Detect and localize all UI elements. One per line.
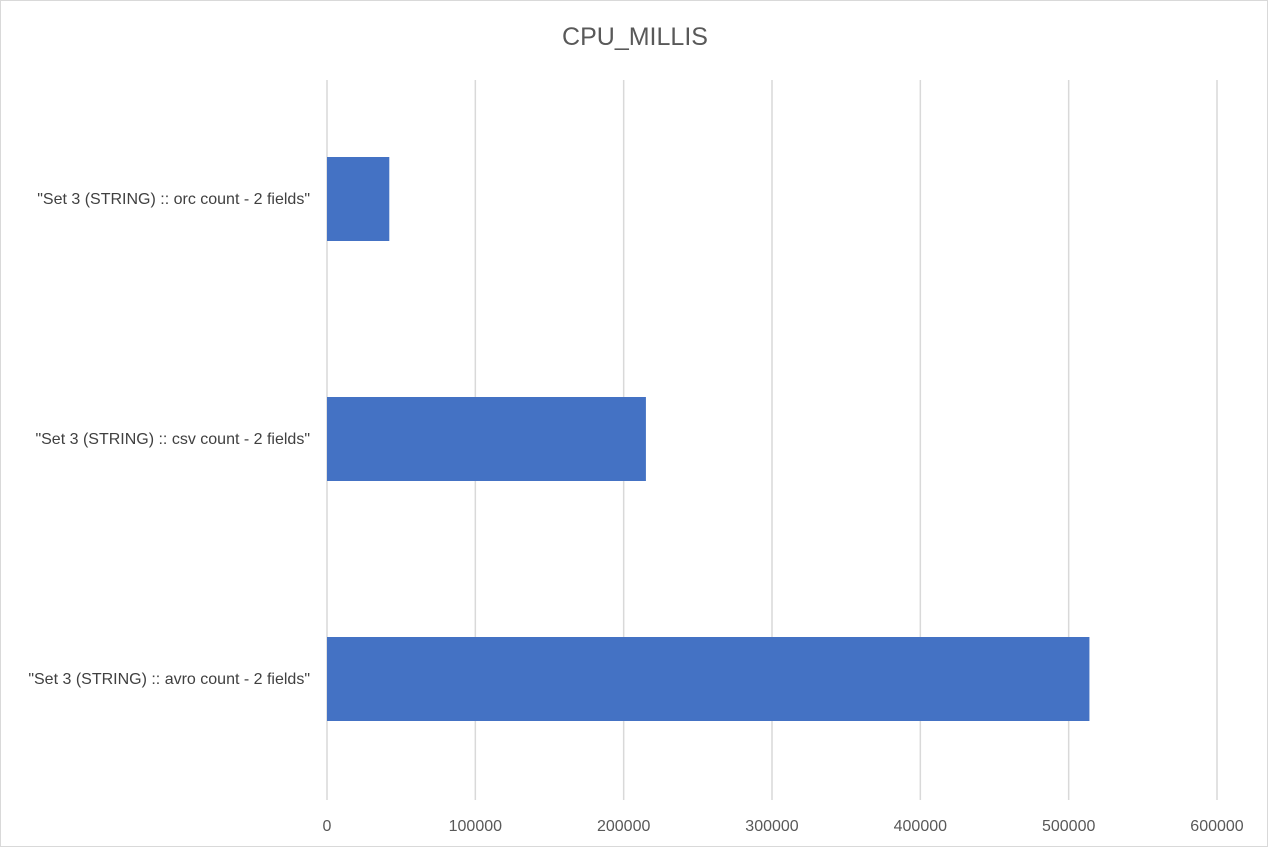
bar [327, 157, 390, 241]
x-tick-label: 300000 [745, 818, 798, 835]
category-label: "Set 3 (STRING) :: avro count - 2 fields… [28, 671, 310, 688]
x-tick-label: 100000 [449, 818, 502, 835]
x-tick-label: 500000 [1042, 818, 1095, 835]
bar [327, 637, 1090, 721]
x-tick-label: 600000 [1190, 818, 1243, 835]
category-label: "Set 3 (STRING) :: orc count - 2 fields" [37, 191, 310, 208]
bars [327, 157, 1090, 721]
x-tick-label: 0 [323, 818, 332, 835]
chart-title: CPU_MILLIS [562, 23, 708, 51]
x-axis-tick-labels: 0 100000 200000 300000 400000 500000 600000 [323, 818, 1244, 835]
bar [327, 397, 646, 481]
x-tick-label: 200000 [597, 818, 650, 835]
x-tick-label: 400000 [894, 818, 947, 835]
category-labels: "Set 3 (STRING) :: orc count - 2 fields"… [28, 191, 310, 688]
category-label: "Set 3 (STRING) :: csv count - 2 fields" [35, 431, 310, 448]
